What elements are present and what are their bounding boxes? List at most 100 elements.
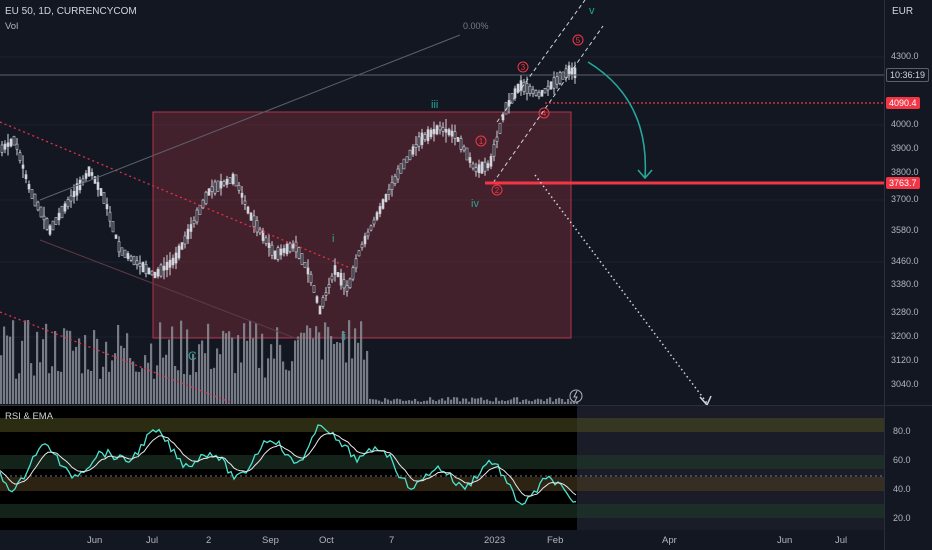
volume-bar: [159, 322, 162, 404]
candle: [468, 157, 472, 163]
price-axis-label: 3200.0: [891, 331, 919, 341]
volume-bar: [519, 401, 522, 404]
candle: [12, 135, 16, 146]
candle: [138, 263, 142, 267]
volume-bar: [24, 320, 27, 404]
rsi-label[interactable]: RSI & EMA: [5, 411, 54, 422]
candle: [552, 77, 556, 89]
volume-bar: [228, 331, 231, 404]
volume-bar: [138, 371, 141, 404]
volume-bar: [345, 362, 348, 404]
candle: [24, 174, 28, 180]
red-dotted-trendline-lower[interactable]: [0, 311, 231, 403]
channel-line-lower[interactable]: [39, 239, 301, 341]
price-zone[interactable]: [152, 111, 572, 339]
volume-bar: [12, 320, 15, 404]
candle: [129, 255, 133, 261]
candle: [144, 263, 148, 275]
candle: [483, 161, 487, 172]
candle: [339, 272, 343, 286]
volume-bar: [423, 400, 426, 404]
candle: [153, 271, 157, 279]
volume-bar: [324, 322, 327, 404]
candle: [444, 128, 448, 133]
wave-marker-2: 2: [495, 186, 500, 195]
candle: [114, 234, 118, 239]
volume-bar: [300, 332, 303, 404]
candle: [123, 249, 127, 258]
candle: [45, 218, 49, 230]
candle: [90, 172, 94, 176]
candle: [525, 83, 529, 94]
symbol-header[interactable]: EU 50, 1D, CURRENCYCOM: [5, 6, 137, 17]
red-dotted-trendline[interactable]: [0, 121, 351, 269]
candle: [309, 273, 313, 284]
candle: [288, 242, 292, 253]
wave-marker-1: 1: [479, 137, 484, 146]
candle: [234, 174, 238, 187]
volume-bar: [6, 335, 9, 404]
level-tag-3763: 3763.7: [886, 177, 920, 189]
volume-bar: [207, 323, 210, 404]
volume-bar: [420, 401, 423, 404]
wave-label-v: v: [589, 5, 595, 17]
channel-line-upper[interactable]: [39, 34, 461, 201]
channel-dashed-lower[interactable]: [492, 25, 604, 184]
candle: [180, 242, 184, 250]
candle: [381, 199, 385, 209]
lightning-icon[interactable]: [569, 389, 583, 403]
candle: [447, 129, 451, 136]
candle: [540, 89, 544, 97]
curved-arrow[interactable]: [587, 61, 647, 179]
candle: [243, 200, 247, 205]
volume-bar: [39, 362, 42, 404]
rsi-axis-label: 40.0: [893, 484, 911, 494]
time-axis-label: 7: [389, 535, 395, 546]
volume-bar: [123, 348, 126, 404]
candle: [66, 199, 70, 207]
volume-bar: [390, 400, 393, 404]
candle: [96, 182, 100, 190]
currency-label[interactable]: EUR: [892, 6, 914, 17]
volume-bar: [87, 369, 90, 404]
rsi-axis-label: 60.0: [893, 455, 911, 465]
volume-bar: [3, 326, 6, 404]
volume-bar: [450, 399, 453, 404]
volume-bar: [174, 365, 177, 404]
candle: [324, 292, 328, 296]
price-axis-label: 3700.0: [891, 194, 919, 204]
volume-label[interactable]: Vol: [5, 21, 19, 32]
time-axis-label: Feb: [547, 535, 564, 546]
candle: [228, 177, 232, 184]
candle: [276, 247, 280, 260]
volume-bars: [0, 319, 579, 404]
candle: [357, 250, 361, 257]
candle: [57, 212, 61, 221]
volume-bar: [459, 401, 462, 404]
candle: [321, 297, 325, 307]
level-tag-4090: 4090.4: [886, 97, 920, 109]
volume-bar: [279, 344, 282, 404]
volume-bar: [357, 342, 360, 404]
volume-bar: [339, 342, 342, 404]
volume-bar: [231, 337, 234, 404]
candle: [231, 173, 235, 185]
candle: [111, 221, 115, 233]
curved-arrow-head: [637, 169, 653, 180]
volume-bar: [93, 330, 96, 404]
volume-bar: [303, 332, 306, 404]
volume-bar: [273, 358, 276, 404]
volume-bar: [540, 399, 543, 404]
volume-bar: [261, 333, 264, 404]
volume-bar: [150, 343, 153, 404]
candle: [333, 265, 337, 275]
time-axis-label: Sep: [262, 535, 279, 546]
candle: [240, 192, 244, 198]
candle: [39, 206, 43, 218]
volume-bar: [495, 397, 498, 404]
candle: [399, 163, 403, 174]
candle: [120, 247, 124, 256]
candle: [210, 186, 214, 192]
wave-label-ii: ii: [341, 331, 346, 343]
